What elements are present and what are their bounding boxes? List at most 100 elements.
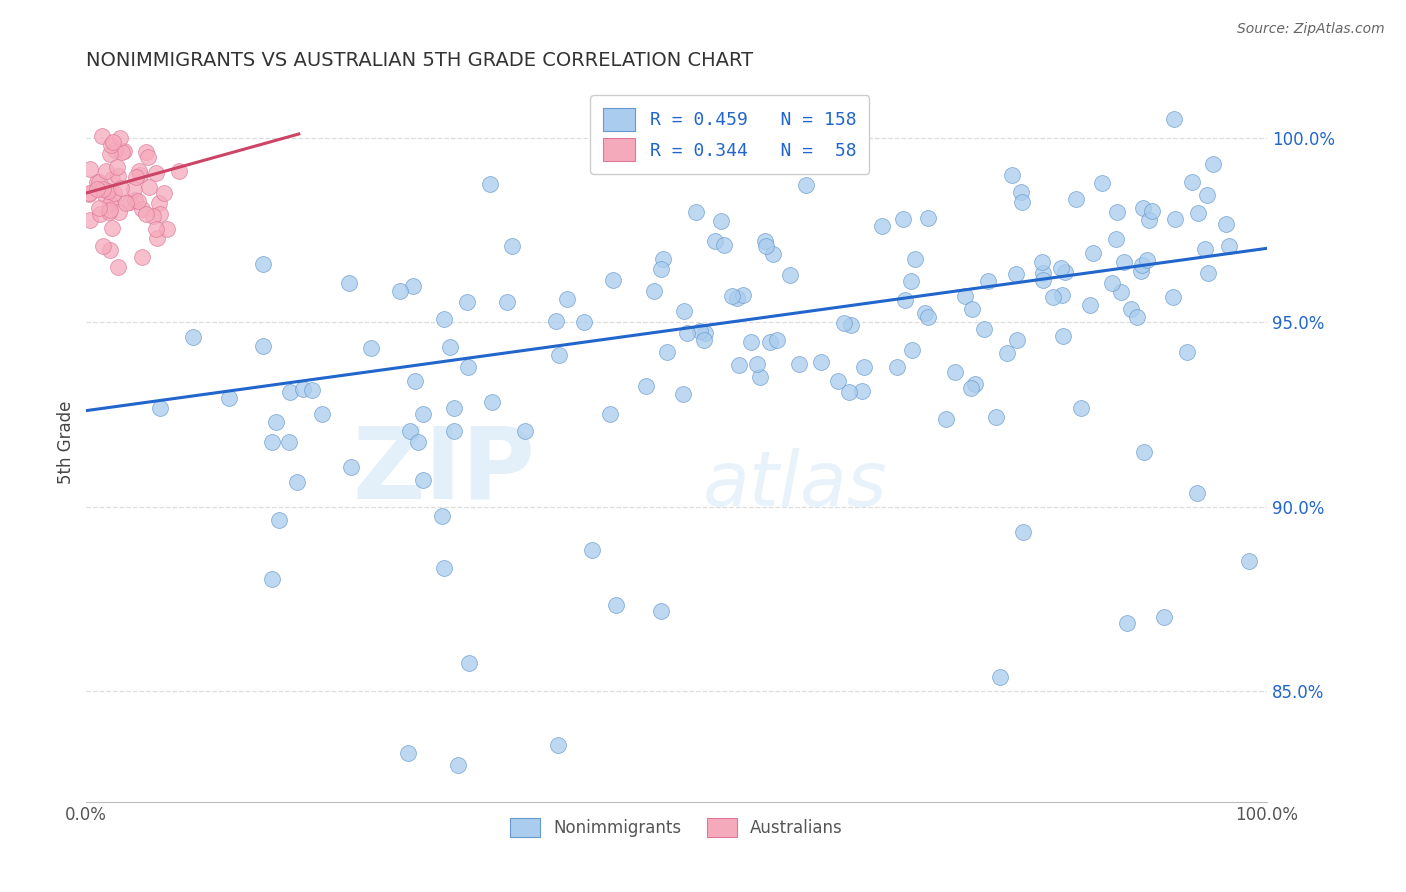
Point	[131, 202, 153, 216]
Point	[546, 313, 568, 327]
Point	[447, 757, 470, 772]
Point	[108, 130, 131, 145]
Point	[960, 301, 983, 316]
Point	[652, 252, 675, 266]
Point	[131, 251, 153, 265]
Point	[1091, 176, 1114, 190]
Point	[1215, 217, 1237, 231]
Point	[112, 144, 135, 158]
Point	[153, 186, 176, 200]
Point	[685, 205, 707, 219]
Point	[1197, 266, 1219, 280]
Point	[963, 377, 986, 392]
Point	[728, 358, 751, 372]
Point	[1004, 267, 1026, 281]
Point	[129, 168, 152, 182]
Point	[1194, 242, 1216, 256]
Point	[456, 294, 478, 309]
Point	[787, 357, 810, 371]
Point	[1070, 401, 1092, 415]
Point	[581, 542, 603, 557]
Point	[1237, 554, 1260, 568]
Point	[104, 144, 127, 158]
Point	[103, 186, 125, 201]
Point	[181, 330, 204, 344]
Point	[1105, 232, 1128, 246]
Point	[599, 407, 621, 421]
Point	[1163, 212, 1185, 227]
Text: ZIP: ZIP	[352, 422, 534, 519]
Point	[156, 221, 179, 235]
Point	[794, 178, 817, 192]
Point	[267, 512, 290, 526]
Point	[740, 335, 762, 350]
Point	[148, 196, 170, 211]
Point	[277, 435, 299, 450]
Point	[79, 212, 101, 227]
Point	[548, 348, 571, 362]
Point	[704, 235, 727, 249]
Point	[761, 247, 783, 261]
Point	[114, 195, 136, 210]
Point	[107, 204, 129, 219]
Point	[1011, 195, 1033, 210]
Point	[1132, 201, 1154, 215]
Point	[1132, 445, 1154, 459]
Point	[1101, 277, 1123, 291]
Point	[689, 324, 711, 338]
Point	[1202, 157, 1225, 171]
Point	[86, 175, 108, 189]
Point	[77, 186, 100, 201]
Point	[101, 136, 124, 150]
Point	[1109, 285, 1132, 300]
Point	[1031, 255, 1053, 269]
Point	[1187, 206, 1209, 220]
Point	[547, 738, 569, 752]
Point	[851, 384, 873, 398]
Point	[264, 415, 287, 429]
Point	[481, 395, 503, 409]
Point	[900, 275, 922, 289]
Point	[120, 194, 142, 209]
Point	[755, 238, 778, 252]
Point	[710, 214, 733, 228]
Point	[412, 473, 434, 487]
Point	[432, 311, 454, 326]
Point	[555, 292, 578, 306]
Point	[89, 207, 111, 221]
Point	[676, 326, 699, 340]
Point	[97, 185, 120, 199]
Point	[443, 401, 465, 416]
Text: NONIMMIGRANTS VS AUSTRALIAN 5TH GRADE CORRELATION CHART: NONIMMIGRANTS VS AUSTRALIAN 5TH GRADE CO…	[86, 51, 754, 70]
Point	[433, 560, 456, 574]
Point	[713, 238, 735, 252]
Point	[838, 384, 860, 399]
Point	[650, 604, 672, 618]
Point	[754, 235, 776, 249]
Point	[430, 508, 453, 523]
Y-axis label: 5th Grade: 5th Grade	[58, 401, 75, 483]
Point	[292, 382, 315, 396]
Point	[79, 161, 101, 176]
Point	[852, 359, 875, 374]
Point	[1105, 205, 1128, 219]
Point	[973, 322, 995, 336]
Point	[124, 193, 146, 207]
Point	[1161, 290, 1184, 304]
Point	[1153, 610, 1175, 624]
Point	[1064, 192, 1087, 206]
Point	[650, 262, 672, 277]
Point	[86, 182, 108, 196]
Point	[1130, 258, 1153, 272]
Point	[572, 315, 595, 329]
Point	[1001, 168, 1024, 182]
Point	[91, 182, 114, 196]
Point	[1185, 485, 1208, 500]
Point	[439, 340, 461, 354]
Point	[142, 210, 165, 224]
Point	[388, 284, 411, 298]
Point	[337, 276, 360, 290]
Point	[1175, 345, 1198, 359]
Point	[995, 345, 1018, 359]
Point	[404, 374, 426, 388]
